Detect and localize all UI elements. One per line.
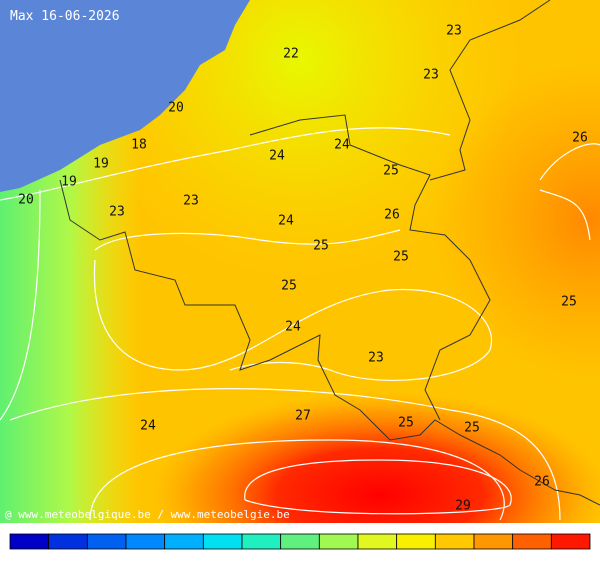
temperature-label: 29 [455,499,471,514]
legend-swatch [9,533,50,550]
temperature-label: 20 [168,101,184,116]
legend-swatch [434,533,475,550]
legend-swatch [396,533,436,550]
temperature-label: 25 [281,279,297,294]
legend-swatch [48,533,88,550]
temperature-label: 24 [285,320,301,335]
temperature-label: 25 [383,164,399,179]
map-title: Max 16-06-2026 [10,9,120,24]
temperature-label: 26 [572,131,588,146]
temperature-label: 24 [140,419,156,434]
temperature-label: 25 [313,239,329,254]
temperature-label: 25 [398,416,414,431]
legend-swatch [357,533,398,550]
legend-swatch [164,533,204,550]
legend-swatch [280,533,320,550]
temperature-label: 26 [534,475,550,490]
temperature-label: 27 [295,409,311,424]
temperature-label: 24 [269,149,285,164]
temperature-label: 22 [283,47,299,62]
temperature-label: 24 [334,138,350,153]
temperature-label: 25 [561,295,577,310]
credit: @ www.meteobelgique.be / www.meteobelgie… [5,508,290,521]
temperature-label: 23 [423,68,439,83]
temperature-label: 19 [61,175,77,190]
temperature-label: 20 [18,193,34,208]
legend-swatch [550,533,591,550]
temperature-label: 23 [368,351,384,366]
temperature-label: 24 [278,214,294,229]
isotherms [0,127,600,521]
temperature-label: 26 [384,208,400,223]
temperature-label: 23 [109,205,125,220]
sea [0,0,250,192]
borders [59,0,600,506]
legend-swatch [473,533,514,550]
legend-swatch [202,533,243,550]
temperature-label: 25 [393,250,409,265]
legend-swatch [86,533,127,550]
temperature-label: 19 [93,157,109,172]
temperature-label: 23 [183,194,199,209]
legend-swatch [125,533,166,550]
temperature-label: 18 [131,138,147,153]
color-legend [9,533,591,550]
labels: 23 22 23 20 26 18 24 24 19 25 19 20 23 23 26 24 25 25 25 25… [18,24,588,514]
temperature-label: 23 [446,24,462,39]
legend-swatch [318,533,359,550]
temperature-label: 25 [464,421,480,436]
legend-swatch [241,533,282,550]
legend-swatch [512,533,552,550]
